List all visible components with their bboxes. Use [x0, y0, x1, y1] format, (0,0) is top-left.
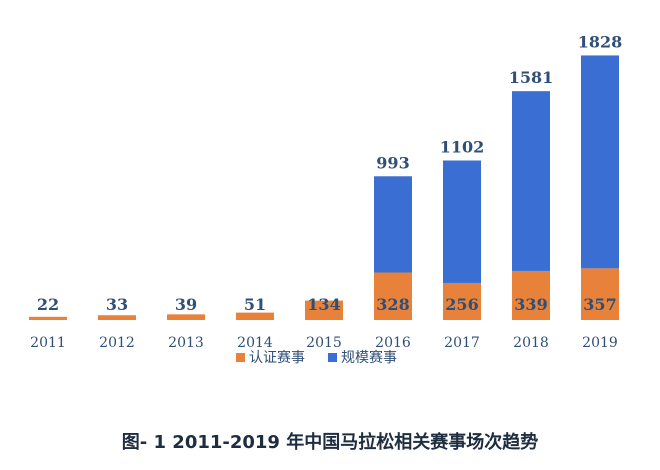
bar-certified-2017 [443, 282, 481, 320]
data-label-total-2017: 1102 [440, 138, 485, 157]
x-tick-2012: 2012 [99, 335, 135, 351]
data-label-certified-2014: 51 [244, 295, 266, 314]
data-label-certified-2018: 339 [514, 295, 547, 314]
bar-certified-2019 [581, 268, 619, 320]
bar-scale-2018 [512, 91, 550, 271]
data-label-certified-2019: 357 [583, 295, 616, 314]
data-label-certified-2012: 33 [106, 295, 128, 314]
data-label-certified-2017: 256 [445, 295, 478, 314]
data-label-total-2016: 993 [376, 153, 409, 172]
chart: 22 2011 33 2012 39 2013 51 2014 134 2015 328 993 201… [29, 32, 623, 366]
bar-certified-2015 [305, 300, 343, 320]
legend-swatch-0 [236, 353, 245, 362]
x-tick-2019: 2019 [582, 335, 618, 351]
bar-scale-2019 [581, 55, 619, 269]
data-label-certified-2016: 328 [376, 295, 409, 314]
data-label-certified-2013: 39 [175, 295, 197, 314]
data-label-total-2019: 1828 [578, 32, 623, 51]
bar-certified-2016 [374, 272, 412, 320]
x-tick-2015: 2015 [306, 335, 342, 351]
x-tick-2017: 2017 [444, 335, 480, 351]
bar-certified-2018 [512, 270, 550, 320]
x-tick-2011: 2011 [30, 335, 66, 351]
x-tick-2018: 2018 [513, 335, 549, 351]
bar-certified-2013 [167, 314, 205, 320]
bar-scale-2016 [374, 176, 412, 273]
bar-certified-2011 [29, 316, 67, 320]
legend-label-0: 认证赛事 [249, 350, 305, 366]
bar-certified-2014 [236, 312, 274, 320]
x-tick-2013: 2013 [168, 335, 204, 351]
data-label-certified-2015: 134 [307, 295, 340, 314]
bar-scale-2017 [443, 160, 481, 283]
chart-title: 图- 1 2011-2019 年中国马拉松相关赛事场次趋势 [121, 432, 539, 453]
data-label-total-2018: 1581 [509, 68, 554, 87]
legend-label-1: 规模赛事 [341, 350, 397, 366]
x-tick-2014: 2014 [237, 335, 273, 351]
legend-swatch-1 [328, 353, 337, 362]
data-label-certified-2011: 22 [37, 295, 59, 314]
x-tick-2016: 2016 [375, 335, 411, 351]
bar-certified-2012 [98, 315, 136, 320]
